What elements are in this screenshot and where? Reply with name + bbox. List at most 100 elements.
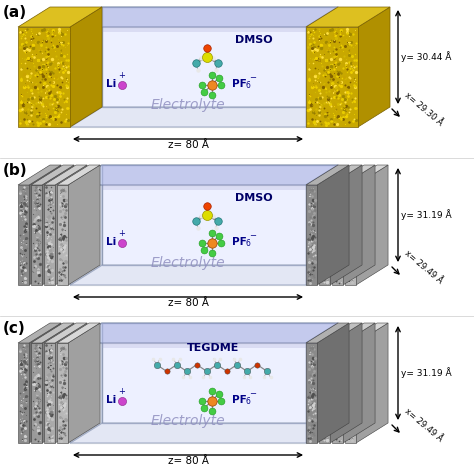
Polygon shape [57,165,100,185]
Polygon shape [332,185,343,285]
Polygon shape [68,165,100,285]
Text: Electrolyte: Electrolyte [151,256,225,270]
Polygon shape [70,343,306,443]
Text: z= 80 Å: z= 80 Å [168,140,209,150]
Polygon shape [102,323,338,423]
Polygon shape [306,7,390,27]
Polygon shape [55,323,87,443]
Polygon shape [345,185,356,285]
Polygon shape [332,323,375,343]
Text: +: + [118,71,125,80]
Polygon shape [343,323,375,443]
Bar [0,316,474,474]
Text: (b): (b) [3,163,27,178]
Polygon shape [306,185,317,285]
Polygon shape [31,165,74,185]
Text: z= 80 Å: z= 80 Å [168,456,209,466]
Text: 6: 6 [246,81,250,90]
Polygon shape [356,165,388,285]
Polygon shape [102,165,338,265]
Polygon shape [102,323,338,348]
Polygon shape [70,7,102,127]
Polygon shape [358,7,390,127]
Polygon shape [306,7,338,127]
Polygon shape [44,323,87,343]
Polygon shape [70,185,306,285]
Polygon shape [70,423,338,443]
Polygon shape [306,343,317,443]
Polygon shape [317,323,349,443]
Text: Li: Li [106,237,116,247]
Polygon shape [306,27,358,127]
Polygon shape [319,323,362,343]
Text: −: − [250,231,256,240]
Polygon shape [70,7,102,127]
Text: x= 29.30 Å: x= 29.30 Å [403,91,445,128]
Polygon shape [319,343,330,443]
Polygon shape [29,323,61,443]
Polygon shape [306,323,338,443]
Polygon shape [18,7,102,27]
Polygon shape [70,7,338,27]
Polygon shape [70,165,102,285]
Polygon shape [18,27,70,127]
Text: (a): (a) [3,5,27,20]
Text: x= 29.49 Å: x= 29.49 Å [403,249,445,286]
Polygon shape [70,323,102,443]
Polygon shape [102,7,338,107]
Polygon shape [70,107,338,127]
Polygon shape [57,185,68,285]
Text: z= 80 Å: z= 80 Å [168,298,209,308]
Text: −: − [250,73,256,82]
Polygon shape [306,323,349,343]
Polygon shape [317,165,349,285]
Polygon shape [18,165,61,185]
Text: y= 31.19 Å: y= 31.19 Å [401,367,452,378]
Polygon shape [68,323,100,443]
Polygon shape [345,323,388,343]
Polygon shape [345,165,388,185]
Polygon shape [18,185,29,285]
Polygon shape [330,165,362,285]
Polygon shape [57,343,68,443]
Text: −: − [250,389,256,398]
Text: (c): (c) [3,321,26,336]
Polygon shape [356,323,388,443]
Text: TEGDME: TEGDME [187,343,239,353]
Polygon shape [332,165,375,185]
Text: 6: 6 [246,397,250,406]
Polygon shape [102,165,338,190]
Text: Electrolyte: Electrolyte [151,414,225,428]
Polygon shape [319,165,362,185]
Polygon shape [70,265,338,285]
Polygon shape [42,165,74,285]
Polygon shape [343,165,375,285]
Polygon shape [42,323,74,443]
Text: Li: Li [106,79,116,89]
Text: +: + [118,387,125,396]
Polygon shape [70,27,306,127]
Polygon shape [18,323,61,343]
Polygon shape [44,165,87,185]
Text: DMSO: DMSO [235,35,273,45]
Text: Electrolyte: Electrolyte [151,98,225,112]
Text: y= 31.19 Å: y= 31.19 Å [401,210,452,220]
Polygon shape [31,323,74,343]
Polygon shape [102,7,338,32]
Polygon shape [55,165,87,285]
Bar [0,158,474,316]
Text: PF: PF [232,237,246,247]
Polygon shape [31,343,42,443]
Polygon shape [44,343,55,443]
Text: DMSO: DMSO [235,193,273,203]
Text: Li: Li [106,395,116,405]
Polygon shape [70,165,338,185]
Polygon shape [332,343,343,443]
Text: y= 30.44 Å: y= 30.44 Å [401,52,451,63]
Text: +: + [118,229,125,238]
Polygon shape [29,165,61,285]
Polygon shape [70,323,338,343]
Polygon shape [330,323,362,443]
Polygon shape [319,185,330,285]
Polygon shape [44,185,55,285]
